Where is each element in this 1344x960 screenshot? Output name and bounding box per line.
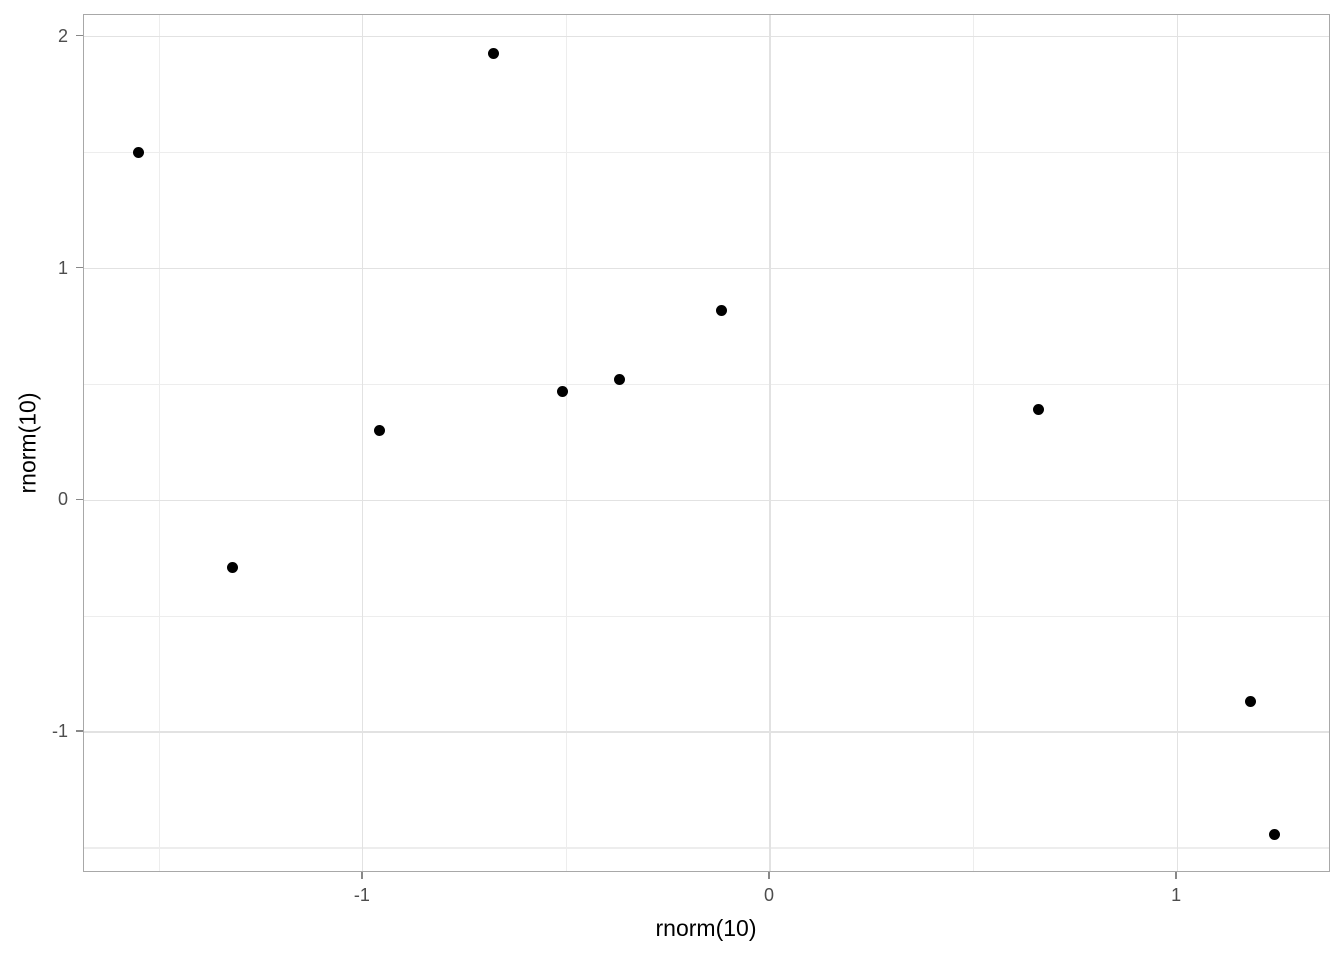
x-tick-mark (361, 872, 363, 879)
data-point (1269, 828, 1281, 840)
major-gridline-y (84, 267, 1329, 270)
minor-gridline-y (84, 152, 1329, 154)
data-point (487, 47, 499, 59)
y-tick-label: 0 (57, 489, 68, 510)
major-gridline-x (1176, 15, 1178, 871)
major-gridline-x (769, 15, 771, 871)
data-point (1033, 404, 1045, 416)
minor-gridline-x (565, 15, 568, 871)
x-tick-mark (768, 872, 770, 879)
major-gridline-y (84, 36, 1329, 38)
y-tick-label: -1 (51, 721, 68, 742)
major-gridline-y (84, 499, 1329, 501)
x-tick-label: 1 (1171, 885, 1182, 905)
data-point (613, 374, 625, 386)
minor-gridline-x (158, 15, 160, 871)
minor-gridline-y (84, 615, 1329, 617)
data-point (1244, 696, 1256, 708)
major-gridline-x (362, 15, 364, 871)
minor-gridline-y (84, 383, 1329, 386)
y-tick-label: 2 (57, 25, 68, 46)
x-tick-label: 0 (763, 885, 774, 905)
y-tick-mark (76, 35, 83, 37)
x-tick-label: -1 (353, 885, 370, 905)
data-point (715, 304, 727, 316)
minor-gridline-y (84, 847, 1329, 849)
y-tick-label: 1 (57, 257, 68, 278)
minor-gridline-x (973, 15, 975, 871)
data-point (227, 562, 239, 574)
x-axis-title: rnorm(10) (655, 915, 757, 941)
plot-panel (83, 14, 1330, 872)
y-axis-title: rnorm(10) (14, 392, 41, 494)
y-tick-mark (76, 730, 83, 732)
data-point (133, 147, 145, 159)
data-point (373, 425, 385, 437)
x-tick-mark (1175, 872, 1177, 879)
y-tick-mark (76, 266, 83, 269)
major-gridline-y (84, 731, 1329, 733)
data-point (556, 385, 568, 397)
y-tick-mark (76, 498, 83, 500)
